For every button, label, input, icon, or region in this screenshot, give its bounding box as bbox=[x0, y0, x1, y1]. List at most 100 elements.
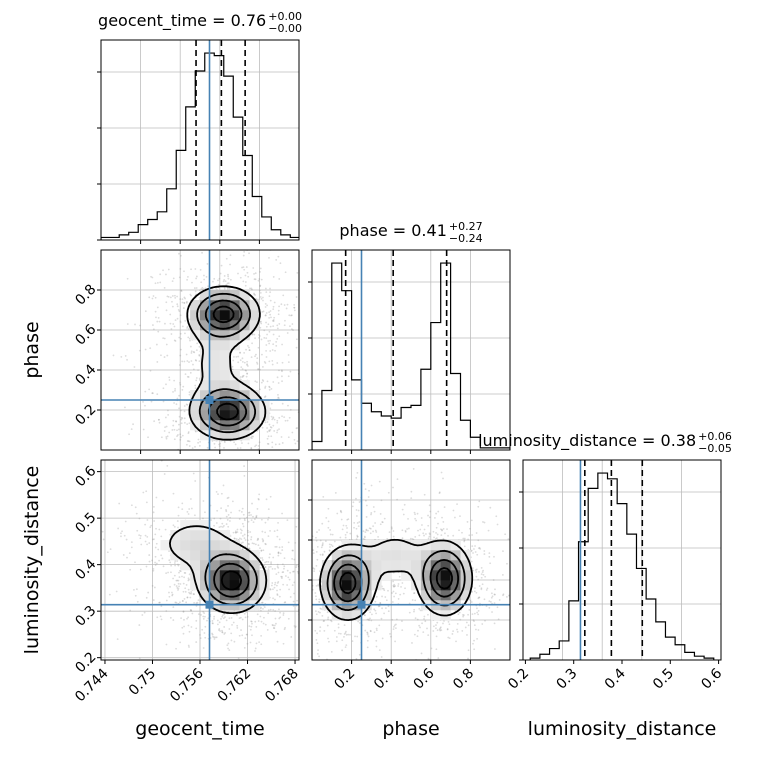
sample-point bbox=[156, 393, 159, 396]
sample-point bbox=[195, 287, 198, 289]
sample-point bbox=[265, 543, 267, 546]
title-lower-error: −0.00 bbox=[268, 22, 302, 35]
sample-point bbox=[242, 541, 244, 544]
sample-point bbox=[286, 584, 289, 586]
sample-point bbox=[138, 517, 141, 520]
sample-point bbox=[197, 441, 199, 444]
sample-point bbox=[244, 369, 247, 372]
sample-point bbox=[130, 546, 133, 549]
sample-point bbox=[182, 611, 185, 613]
sample-point bbox=[267, 609, 270, 612]
sample-point bbox=[369, 527, 372, 530]
sample-point bbox=[295, 566, 298, 569]
sample-point bbox=[312, 273, 314, 275]
sample-point bbox=[200, 614, 202, 616]
sample-point bbox=[260, 634, 263, 637]
sample-point bbox=[278, 369, 280, 372]
sample-point bbox=[278, 608, 280, 611]
sample-point bbox=[139, 534, 142, 537]
x-tick-label: 0.6 bbox=[411, 665, 438, 692]
sample-point bbox=[271, 359, 274, 362]
sample-point bbox=[281, 370, 283, 373]
sample-point bbox=[282, 583, 285, 586]
sample-point bbox=[483, 521, 486, 524]
sample-point bbox=[174, 294, 176, 297]
sample-point bbox=[257, 368, 260, 371]
sample-point bbox=[319, 630, 321, 632]
sample-point bbox=[296, 599, 298, 602]
sample-point bbox=[507, 538, 510, 541]
sample-point bbox=[146, 543, 148, 546]
sample-point bbox=[213, 618, 215, 620]
sample-point bbox=[229, 516, 232, 519]
panel-frame bbox=[311, 459, 511, 661]
sample-point bbox=[473, 648, 476, 651]
sample-point bbox=[91, 500, 93, 502]
sample-point bbox=[128, 552, 131, 555]
sample-point bbox=[172, 606, 175, 609]
sample-point bbox=[179, 267, 182, 270]
sample-point bbox=[288, 416, 291, 419]
sample-point bbox=[172, 619, 175, 621]
sample-point bbox=[277, 397, 280, 400]
sample-point bbox=[204, 511, 206, 514]
sample-point bbox=[241, 357, 244, 360]
sample-point bbox=[221, 614, 224, 617]
sample-point bbox=[180, 436, 182, 439]
sample-point bbox=[149, 369, 152, 372]
density-cell bbox=[219, 430, 230, 441]
sample-point bbox=[170, 333, 173, 335]
sample-point bbox=[323, 619, 325, 622]
sample-point bbox=[278, 323, 281, 325]
sample-point bbox=[269, 313, 272, 316]
sample-point bbox=[184, 332, 186, 335]
sample-point bbox=[301, 585, 303, 587]
sample-point bbox=[422, 631, 425, 634]
sample-point bbox=[230, 617, 233, 619]
sample-point bbox=[178, 336, 181, 339]
sample-point bbox=[343, 635, 345, 638]
sample-point bbox=[458, 611, 461, 614]
sample-point bbox=[186, 375, 189, 378]
sample-point bbox=[182, 590, 185, 593]
sample-point bbox=[267, 560, 270, 563]
sample-point bbox=[279, 262, 282, 265]
sample-point bbox=[427, 657, 430, 660]
sample-point bbox=[323, 550, 326, 553]
sample-point bbox=[282, 614, 285, 616]
density-cell bbox=[381, 560, 392, 571]
sample-point bbox=[231, 368, 234, 371]
sample-point bbox=[258, 336, 260, 339]
sample-point bbox=[243, 457, 245, 459]
sample-point bbox=[182, 610, 185, 613]
sample-point bbox=[284, 497, 286, 499]
sample-point bbox=[187, 624, 190, 627]
sample-point bbox=[322, 495, 325, 498]
sample-point bbox=[248, 543, 250, 546]
sample-point bbox=[246, 363, 249, 366]
sample-point bbox=[277, 382, 280, 384]
sample-point bbox=[172, 419, 175, 422]
sample-point bbox=[251, 542, 254, 545]
sample-point bbox=[467, 613, 469, 616]
sample-point bbox=[315, 585, 318, 587]
sample-point bbox=[251, 466, 253, 468]
sample-point bbox=[243, 517, 246, 520]
sample-point bbox=[213, 615, 216, 618]
sample-point bbox=[177, 564, 180, 567]
sample-point bbox=[413, 610, 415, 613]
density-cell bbox=[440, 580, 451, 591]
sample-point bbox=[256, 357, 259, 360]
sample-point bbox=[488, 555, 491, 558]
sample-point bbox=[231, 521, 233, 523]
sample-point bbox=[366, 618, 369, 621]
sample-point bbox=[282, 571, 285, 573]
x-tick-label: 0.4 bbox=[602, 665, 629, 692]
sample-point bbox=[251, 333, 254, 336]
sample-point bbox=[365, 528, 368, 531]
sample-point bbox=[306, 559, 308, 561]
panel-inner bbox=[312, 250, 510, 450]
sample-point bbox=[223, 524, 225, 527]
sample-point bbox=[192, 350, 195, 353]
sample-point bbox=[365, 516, 368, 518]
